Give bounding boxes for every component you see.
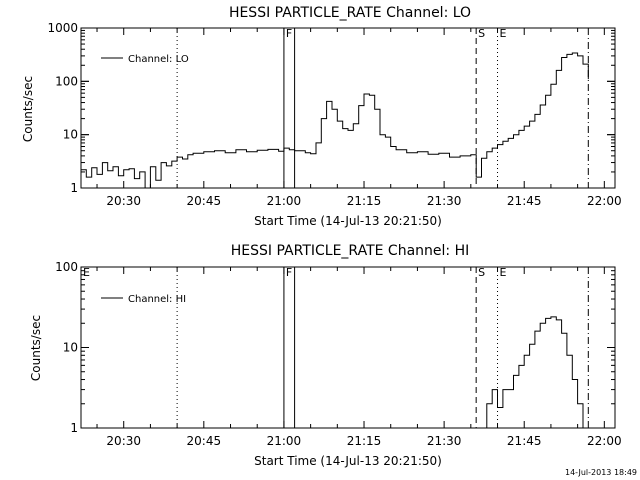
- series-line-lo: [81, 52, 589, 189]
- x-tick-label-lo: 22:00: [587, 194, 622, 208]
- y-tick-label-hi: 10: [63, 341, 78, 355]
- xlabel-lo: Start Time (14-Jul-13 20:21:50): [254, 214, 442, 228]
- chart-title-hi: HESSI PARTICLE_RATE Channel: HI: [231, 243, 469, 259]
- x-tick-label-lo: 21:30: [427, 194, 462, 208]
- x-tick-label-hi: 21:30: [427, 434, 462, 448]
- x-tick-label-lo: 21:15: [347, 194, 382, 208]
- series-line-hi: [481, 316, 584, 429]
- y-tick-label-lo: 100: [55, 74, 78, 88]
- legend-label-hi: Channel: HI: [128, 294, 186, 305]
- x-tick-label-hi: 22:00: [587, 434, 622, 448]
- x-tick-label-lo: 21:45: [507, 194, 542, 208]
- x-tick-label-hi: 21:15: [347, 434, 382, 448]
- ylabel-hi: Counts/sec: [29, 315, 43, 381]
- chart-title-lo: HESSI PARTICLE_RATE Channel: LO: [229, 5, 471, 21]
- marker-label-f-hi: F: [286, 266, 292, 279]
- y-tick-label-lo: 10: [63, 128, 78, 142]
- marker-label-s-lo: S: [478, 27, 485, 40]
- x-tick-label-lo: 20:45: [187, 194, 222, 208]
- marker-label-e-hi: E: [83, 266, 90, 279]
- y-tick-label-lo: 1000: [47, 21, 78, 35]
- y-tick-label-lo: 1: [70, 181, 78, 195]
- plot-frame-hi: [80, 266, 616, 429]
- plot-frame-lo: [80, 27, 616, 189]
- x-tick-label-lo: 21:00: [267, 194, 302, 208]
- x-tick-label-lo: 20:30: [106, 194, 141, 208]
- ylabel-lo: Counts/sec: [21, 76, 35, 142]
- marker-label-f-lo: F: [286, 27, 292, 40]
- footer-timestamp: 14-Jul-2013 18:49: [565, 468, 637, 477]
- x-tick-label-hi: 20:30: [106, 434, 141, 448]
- x-tick-label-hi: 20:45: [187, 434, 222, 448]
- y-tick-label-hi: 1: [70, 421, 78, 435]
- y-tick-label-hi: 100: [55, 260, 78, 274]
- legend-label-lo: Channel: LO: [128, 54, 189, 65]
- x-tick-label-hi: 21:45: [507, 434, 542, 448]
- marker-label-s-hi: S: [478, 266, 485, 279]
- marker-label-e-lo: E: [500, 27, 507, 40]
- xlabel-hi: Start Time (14-Jul-13 20:21:50): [254, 454, 442, 468]
- panel-lo: HESSI PARTICLE_RATE Channel: LO Counts/s…: [21, 5, 622, 228]
- marker-label-e-hi: E: [500, 266, 507, 279]
- panel-hi: HESSI PARTICLE_RATE Channel: HI Counts/s…: [29, 243, 622, 468]
- x-tick-label-hi: 21:00: [267, 434, 302, 448]
